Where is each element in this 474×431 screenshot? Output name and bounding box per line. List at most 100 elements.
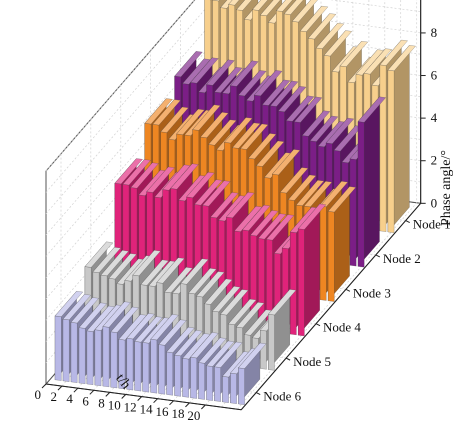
bar-front-face — [86, 330, 94, 386]
x-tick-label: 20 — [187, 408, 200, 423]
node-label: Node 6 — [263, 389, 301, 404]
bar-top-face — [204, 278, 233, 305]
series-node-6 — [54, 290, 267, 406]
bar-top-face — [102, 301, 131, 328]
bar-top-face — [323, 30, 353, 57]
bar-front-face — [238, 367, 245, 406]
bar-top-face — [188, 268, 217, 295]
x-tick-mark — [201, 404, 206, 410]
bar-top-face — [248, 133, 277, 160]
bar-top-face — [279, 167, 309, 194]
bar-front-face — [78, 327, 86, 385]
x-tick-label: 2 — [50, 389, 57, 404]
bar-front-face — [268, 313, 275, 371]
bar-top-face — [212, 286, 241, 313]
bar-top-face — [198, 337, 227, 364]
bar-top-face — [170, 163, 199, 190]
x-tick-mark — [73, 387, 79, 393]
bar-top-face — [307, 13, 337, 40]
bar-top-face — [158, 319, 187, 346]
bar-top-face — [315, 22, 345, 49]
bar-top-face — [100, 250, 129, 277]
bar-top-face — [140, 259, 169, 286]
node-tick-mark — [285, 357, 291, 361]
depth-axis-line — [240, 202, 422, 411]
z-tick-label: 2 — [431, 153, 438, 168]
node-label: Node 3 — [353, 285, 391, 300]
bar-top-face — [152, 99, 181, 126]
bar-front-face — [150, 338, 158, 394]
axis-lines — [45, 0, 422, 411]
bar-top-face — [228, 298, 257, 325]
x-tick-label: 0 — [35, 387, 42, 402]
x-tick-label: 10 — [108, 398, 121, 413]
bar-top-face — [210, 192, 239, 219]
bar-top-face — [303, 181, 333, 208]
bar-top-face — [238, 70, 267, 97]
bar-top-face — [164, 267, 193, 294]
bar-top-face — [206, 59, 235, 86]
bar-top-face — [206, 340, 235, 367]
bar-top-face — [214, 66, 243, 94]
node-labels: Node 6 Node 5 Node 4 Node 3 Node 2 Node 1 — [255, 217, 451, 404]
bar-top-face — [249, 210, 279, 237]
node-tick-mark — [375, 254, 381, 258]
bar-front-face — [166, 351, 174, 396]
bar-top-face — [327, 186, 357, 213]
bar-top-face — [212, 0, 220, 2]
bar-top-face — [339, 40, 369, 67]
bar-front-face — [298, 228, 305, 337]
bar-top-face — [122, 159, 151, 186]
bar-top-face — [62, 294, 92, 321]
bar-top-face — [186, 171, 215, 199]
bar-top-face — [166, 326, 195, 353]
bar-top-face — [297, 203, 327, 230]
z-tick-label: 4 — [431, 110, 438, 125]
bar-top-face — [214, 341, 243, 368]
node-tick-mark — [315, 323, 321, 327]
bar — [238, 342, 267, 406]
x-tick-mark — [169, 400, 174, 406]
bar-top-face — [174, 51, 203, 78]
bar-front-face — [290, 231, 297, 336]
bar-top-face — [291, 0, 318, 23]
bar-top-face — [387, 45, 416, 72]
bar-top-face — [156, 257, 185, 284]
bar-top-face — [295, 179, 325, 207]
z-tick-label: 0 — [431, 195, 438, 210]
bar-top-face — [275, 0, 293, 12]
bar-top-face — [309, 115, 339, 142]
node-label: Node 1 — [413, 217, 451, 232]
bar-front-face — [357, 121, 365, 268]
x-tick-label: 18 — [171, 406, 184, 421]
bar — [297, 203, 327, 337]
bar-top-face — [132, 250, 161, 277]
bar-top-face — [236, 302, 265, 329]
bar-top-face — [228, 0, 240, 6]
x-tick-mark — [89, 389, 95, 395]
bar-top-face — [202, 180, 231, 207]
z-tick-label: 6 — [431, 68, 438, 83]
bar-top-face — [176, 108, 205, 135]
bar-front-face — [102, 326, 110, 388]
bar-top-face — [200, 111, 229, 139]
x-tick-mark — [137, 396, 142, 401]
bar-top-face — [242, 204, 271, 231]
bar-top-face — [301, 110, 331, 137]
grid-line-x — [237, 0, 418, 410]
x-tick-label: 14 — [140, 402, 154, 417]
x-tick-mark — [57, 385, 63, 391]
bar-top-face — [299, 5, 329, 32]
bar-front-face — [206, 365, 213, 401]
bar-top-face — [92, 246, 122, 273]
bar-front-face — [142, 342, 150, 393]
bar-top-face — [224, 117, 253, 144]
bar-top-face — [238, 342, 267, 369]
z-tick-label: 8 — [431, 25, 438, 40]
bar-top-face — [110, 306, 139, 333]
bar-top-face — [271, 149, 301, 176]
bar-top-face — [130, 162, 159, 189]
node-tick-mark — [405, 220, 410, 223]
bar — [387, 44, 416, 234]
x-axis-line — [45, 383, 242, 411]
